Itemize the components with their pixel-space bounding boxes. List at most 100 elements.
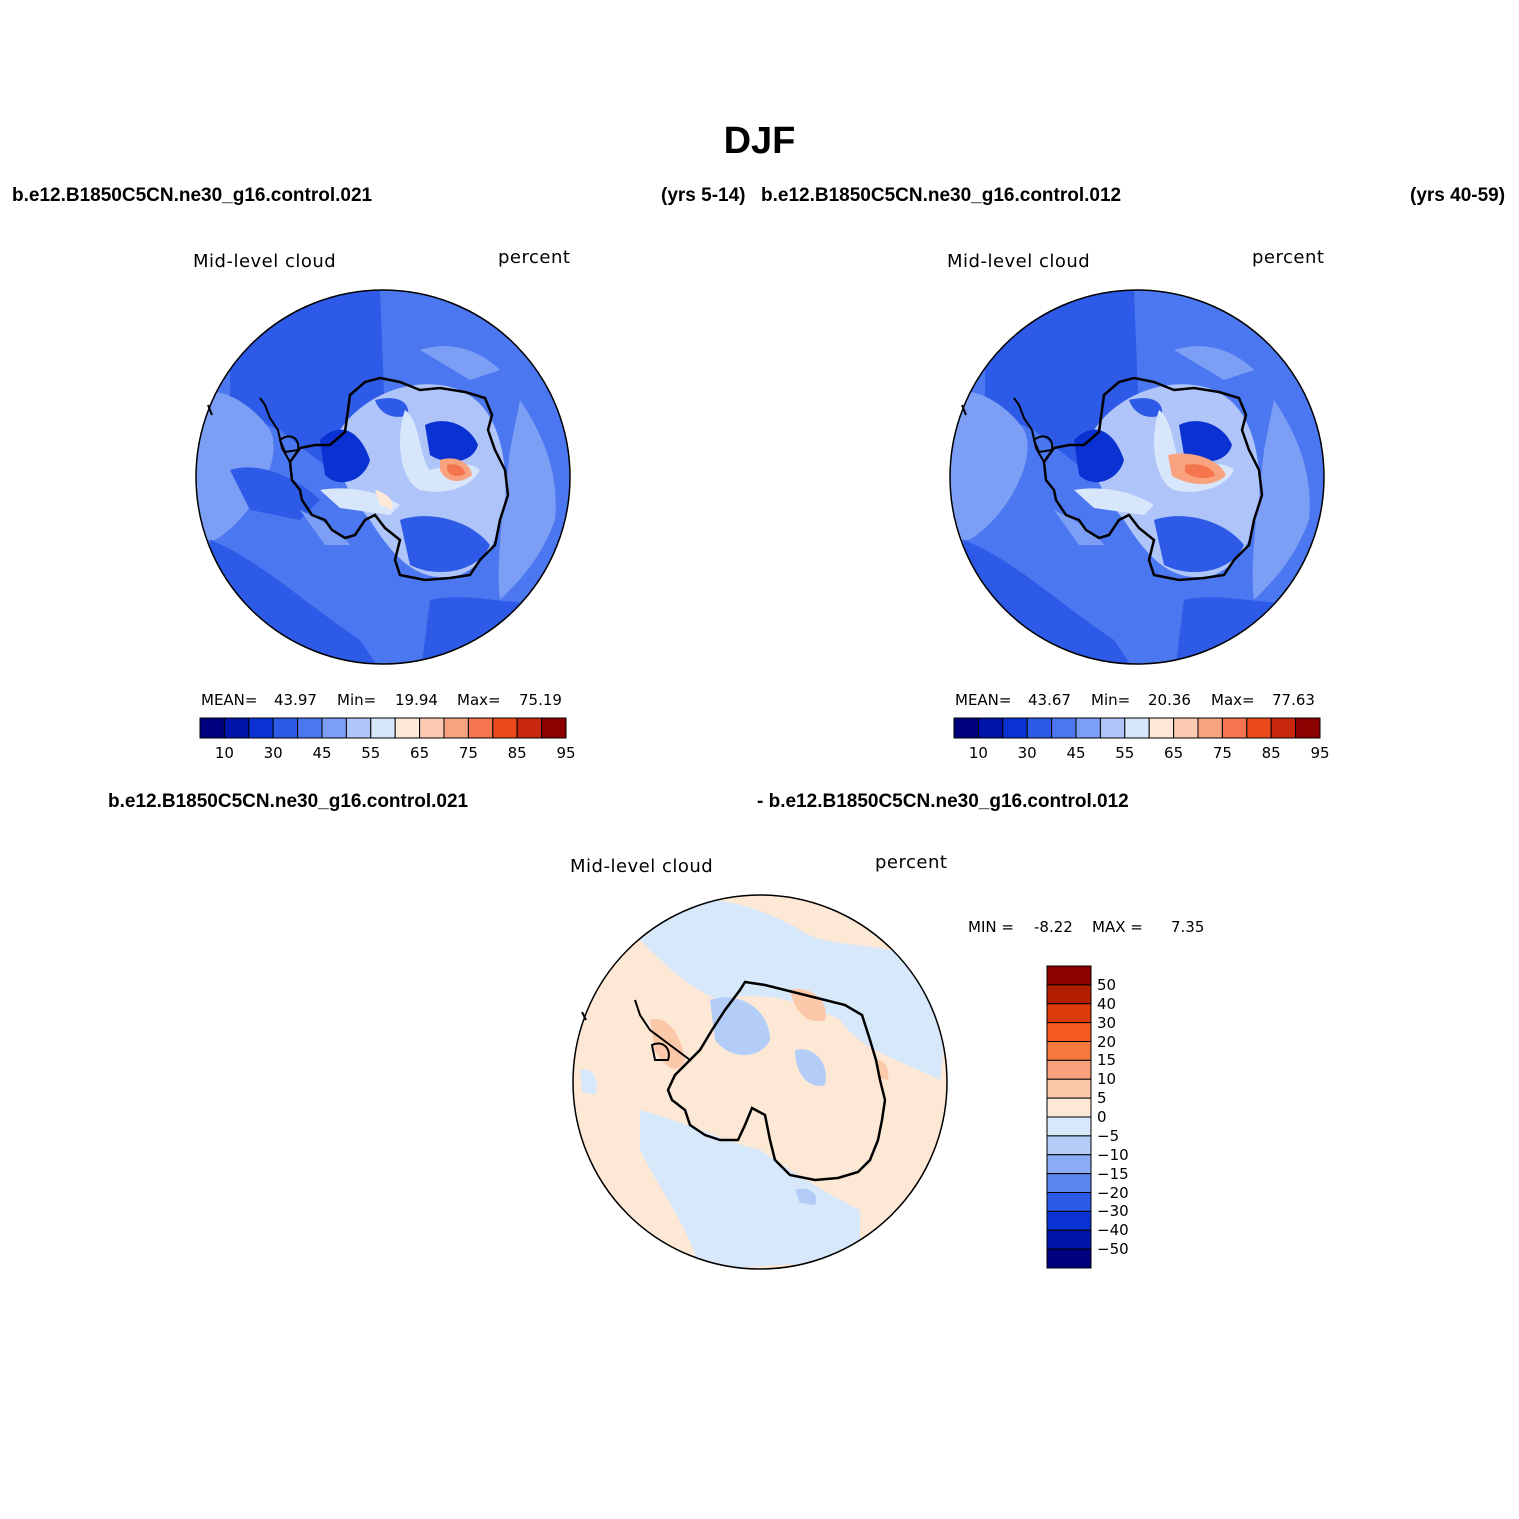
colorbar2-tick-label: 10	[968, 744, 988, 762]
colorbar1-swatch	[297, 717, 323, 739]
colorbar1-swatch	[223, 717, 250, 739]
colorbar3-tick-label: 5	[1097, 1089, 1107, 1108]
colorbar2-swatch	[977, 717, 1004, 739]
colorbar3-swatch	[1046, 1078, 1092, 1099]
colorbar3-tick-label: 40	[1097, 994, 1117, 1013]
colorbar3-tick-label: 0	[1097, 1108, 1107, 1126]
colorbar1-swatch	[492, 717, 518, 739]
colorbar2-swatch	[1051, 717, 1077, 739]
panel3-units-label: percent	[875, 852, 948, 873]
colorbar2-tick-label: 45	[1066, 744, 1086, 762]
colorbar2-swatch	[953, 717, 979, 739]
colorbar1-swatch	[370, 717, 396, 739]
years-top-right: (yrs 40-59)	[1410, 185, 1506, 206]
panel2-mean-value: 43.67	[1028, 691, 1071, 709]
panel3-max-value: 7.35	[1171, 918, 1205, 936]
panel1-units-label: percent	[498, 247, 571, 268]
colorbar2-tick-label: 95	[1310, 744, 1330, 762]
colorbar3-tick-label: −40	[1097, 1221, 1129, 1240]
case-name-diff-b: - b.e12.B1850C5CN.ne30_g16.control.012	[757, 791, 1129, 812]
colorbar2-swatch	[1002, 717, 1028, 739]
colorbar2-swatch	[1173, 717, 1199, 739]
colorbar3-tick-label: 10	[1097, 1070, 1117, 1089]
panel1-colorbar	[199, 717, 567, 739]
panel3-min-label: MIN =	[968, 918, 1014, 936]
years-top-left: (yrs 5-14)	[661, 185, 746, 206]
colorbar2-swatch	[1026, 717, 1053, 739]
panel3-colorbar-ticks: 50 40 30 20 15 10 5 0 −5 −10 −15 −20 −30 −40 −50	[1097, 966, 1157, 1268]
panel1-min-label: Min=	[337, 691, 377, 709]
case-name-diff-a: b.e12.B1850C5CN.ne30_g16.control.021	[108, 791, 469, 812]
colorbar1-swatch	[345, 717, 372, 739]
case-name-top-right: b.e12.B1850C5CN.ne30_g16.control.012	[761, 185, 1122, 206]
colorbar2-swatch	[1270, 717, 1297, 739]
panel2-max-label: Max=	[1211, 691, 1255, 709]
panel3-variable-label: Mid-level cloud	[570, 856, 714, 877]
colorbar3-tick-label: −15	[1097, 1164, 1129, 1183]
colorbar3-swatch	[1046, 1154, 1092, 1175]
case-name-top-left: b.e12.B1850C5CN.ne30_g16.control.021	[12, 185, 373, 206]
colorbar1-tick-label: 55	[361, 744, 381, 762]
colorbar3-tick-label: −5	[1097, 1126, 1120, 1145]
colorbar2-tick-label: 75	[1212, 744, 1232, 762]
panel2-colorbar-ticks: 10 30 45 55 65 75 85 95	[954, 744, 1330, 764]
panel2-max-value: 77.63	[1272, 691, 1315, 709]
colorbar2-tick-label: 85	[1261, 744, 1281, 762]
panel1-variable-label: Mid-level cloud	[193, 251, 337, 272]
colorbar1-tick-label: 10	[214, 744, 234, 762]
colorbar3-swatch	[1046, 1059, 1092, 1080]
colorbar1-swatch	[516, 717, 543, 739]
colorbar3-swatch	[1046, 1097, 1092, 1118]
colorbar3-swatch	[1046, 1229, 1092, 1250]
panel2-min-label: Min=	[1091, 691, 1131, 709]
colorbar1-tick-label: 75	[458, 744, 478, 762]
colorbar1-swatch	[443, 717, 469, 739]
colorbar1-swatch	[394, 717, 421, 739]
panel3-min-value: -8.22	[1034, 918, 1073, 936]
colorbar2-swatch	[1099, 717, 1126, 739]
colorbar3-tick-label: 50	[1097, 975, 1117, 994]
colorbar1-tick-label: 65	[410, 744, 430, 762]
colorbar3-swatch	[1046, 965, 1092, 986]
panel3-max-label: MAX =	[1092, 918, 1143, 936]
panel1-colorbar-ticks: 10 30 45 55 65 75 85 95	[200, 744, 576, 764]
colorbar2-swatch	[1295, 717, 1321, 739]
colorbar3-tick-label: 15	[1097, 1051, 1117, 1070]
colorbar2-tick-label: 55	[1115, 744, 1135, 762]
colorbar3-tick-label: −50	[1097, 1240, 1129, 1259]
colorbar3-swatch	[1046, 1248, 1092, 1269]
panel1-mean-value: 43.97	[274, 691, 317, 709]
colorbar3-swatch	[1046, 1041, 1092, 1061]
colorbar2-swatch	[1124, 717, 1150, 739]
colorbar2-swatch	[1246, 717, 1272, 739]
colorbar1-swatch	[199, 717, 225, 739]
colorbar1-swatch	[467, 717, 494, 739]
colorbar1-tick-label: 30	[263, 744, 283, 762]
colorbar1-tick-label: 85	[507, 744, 527, 762]
colorbar3-swatch	[1046, 1022, 1092, 1042]
colorbar1-swatch	[272, 717, 299, 739]
colorbar1-tick-label: 45	[312, 744, 332, 762]
panel1-mean-label: MEAN=	[201, 691, 258, 709]
figure-title: DJF	[723, 120, 796, 162]
panel1-max-value: 75.19	[519, 691, 562, 709]
colorbar1-swatch	[248, 717, 274, 739]
colorbar1-swatch	[321, 717, 347, 739]
panel2-variable-label: Mid-level cloud	[947, 251, 1091, 272]
colorbar1-tick-label: 95	[556, 744, 576, 762]
colorbar3-swatch	[1046, 1192, 1092, 1212]
panel2-min-value: 20.36	[1148, 691, 1191, 709]
panel3-colorbar	[1046, 965, 1092, 1269]
colorbar3-swatch	[1046, 984, 1092, 1005]
colorbar2-swatch	[1075, 717, 1101, 739]
colorbar3-tick-label: 20	[1097, 1032, 1117, 1051]
colorbar1-swatch	[419, 717, 445, 739]
colorbar3-swatch	[1046, 1003, 1092, 1024]
colorbar3-swatch	[1046, 1116, 1092, 1137]
panel1-max-label: Max=	[457, 691, 501, 709]
colorbar1-swatch	[541, 717, 567, 739]
colorbar3-tick-label: −10	[1097, 1145, 1129, 1164]
